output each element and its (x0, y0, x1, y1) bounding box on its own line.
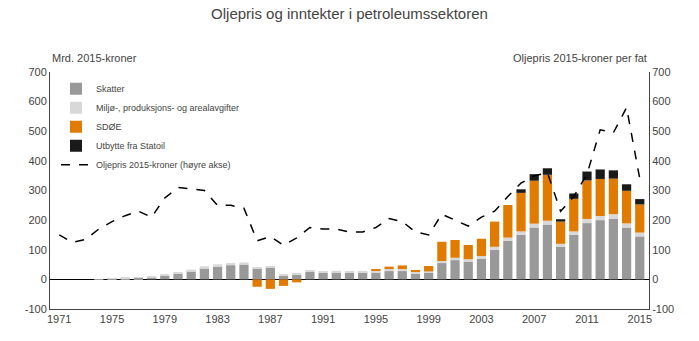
svg-text:400: 400 (28, 155, 46, 167)
svg-text:1975: 1975 (100, 313, 124, 325)
svg-text:200: 200 (652, 214, 670, 226)
svg-text:Mrd. 2015-kroner: Mrd. 2015-kroner (52, 52, 137, 64)
svg-text:1991: 1991 (311, 313, 335, 325)
svg-text:300: 300 (652, 184, 670, 196)
svg-text:2015: 2015 (628, 313, 652, 325)
svg-text:600: 600 (652, 95, 670, 107)
svg-text:2007: 2007 (522, 313, 546, 325)
svg-text:2011: 2011 (575, 313, 599, 325)
svg-text:Oljepris 2015-kroner per fat: Oljepris 2015-kroner per fat (513, 52, 647, 64)
svg-text:300: 300 (28, 184, 46, 196)
svg-text:1987: 1987 (258, 313, 282, 325)
svg-text:1995: 1995 (364, 313, 388, 325)
svg-text:Utbytte fra Statoil: Utbytte fra Statoil (96, 141, 165, 151)
svg-text:SDØE: SDØE (96, 122, 122, 132)
svg-text:Miljø-, produksjons- og areala: Miljø-, produksjons- og arealavgifter (96, 103, 239, 113)
svg-text:Oljepris 2015-kroner (høyre ak: Oljepris 2015-kroner (høyre akse) (96, 160, 231, 170)
svg-text:0: 0 (41, 273, 47, 285)
svg-text:2003: 2003 (469, 313, 493, 325)
svg-text:1971: 1971 (47, 313, 71, 325)
svg-text:100: 100 (652, 244, 670, 256)
svg-text:0: 0 (652, 273, 658, 285)
svg-text:700: 700 (28, 66, 46, 78)
svg-text:200: 200 (28, 214, 46, 226)
svg-text:500: 500 (28, 125, 46, 137)
svg-text:1999: 1999 (416, 313, 440, 325)
svg-text:400: 400 (652, 155, 670, 167)
svg-text:-100: -100 (25, 303, 47, 315)
svg-text:1979: 1979 (153, 313, 177, 325)
svg-text:Skatter: Skatter (96, 84, 125, 94)
svg-text:700: 700 (652, 66, 670, 78)
svg-text:100: 100 (28, 244, 46, 256)
svg-text:Oljepris og inntekter i petrol: Oljepris og inntekter i petroleumssektor… (211, 5, 488, 22)
svg-text:1983: 1983 (205, 313, 229, 325)
svg-text:-100: -100 (652, 303, 674, 315)
svg-text:500: 500 (652, 125, 670, 137)
svg-text:600: 600 (28, 95, 46, 107)
